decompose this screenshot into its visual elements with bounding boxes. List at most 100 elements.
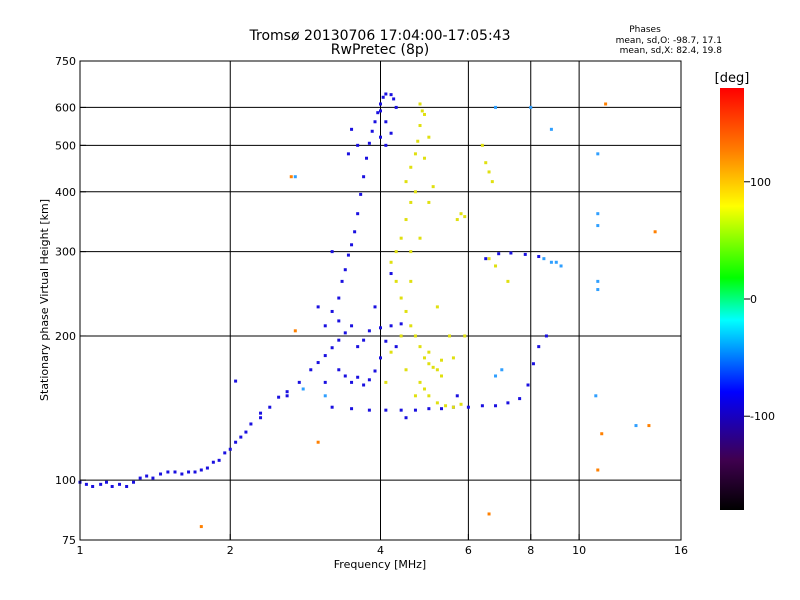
- data-point: [409, 279, 413, 283]
- data-point: [440, 407, 444, 411]
- stats-o-line: mean, sd,O: -98.7, 17.1: [616, 36, 722, 46]
- data-point: [297, 380, 301, 384]
- x-tick-label: 16: [674, 544, 688, 557]
- data-point: [487, 512, 491, 516]
- data-point: [422, 356, 426, 360]
- data-point: [145, 474, 149, 478]
- data-point: [389, 131, 393, 135]
- data-point: [193, 470, 197, 474]
- data-point: [409, 250, 413, 254]
- data-point: [399, 408, 403, 412]
- data-point: [399, 334, 403, 338]
- data-point: [494, 374, 498, 378]
- data-point: [394, 250, 398, 254]
- data-point: [350, 407, 354, 411]
- data-point: [431, 365, 435, 369]
- data-point: [427, 362, 431, 366]
- data-point: [409, 324, 413, 328]
- colorbar-tick-label: -100: [750, 410, 775, 423]
- data-point: [384, 408, 388, 412]
- data-point: [99, 482, 103, 486]
- data-point: [104, 480, 108, 484]
- data-point: [330, 250, 334, 254]
- x-axis-label: Frequency [MHz]: [334, 558, 426, 571]
- data-point: [337, 338, 341, 342]
- data-point: [459, 402, 463, 406]
- data-point: [399, 236, 403, 240]
- data-point: [399, 322, 403, 326]
- chart-title: Tromsø 20130706 17:04:00-17:05:43: [249, 28, 511, 44]
- data-point: [389, 272, 393, 276]
- data-point: [301, 387, 305, 391]
- data-point: [373, 305, 377, 309]
- data-point: [323, 380, 327, 384]
- data-point: [463, 334, 467, 338]
- data-point: [234, 379, 238, 383]
- data-point: [596, 288, 600, 292]
- data-point: [356, 375, 360, 379]
- data-point: [466, 405, 470, 409]
- data-point: [431, 185, 435, 189]
- colorbar: [720, 88, 744, 510]
- data-point: [356, 143, 360, 147]
- data-point: [487, 170, 491, 174]
- data-point: [362, 383, 366, 387]
- data-point: [451, 405, 455, 409]
- data-point: [596, 212, 600, 216]
- data-point: [537, 255, 541, 259]
- y-tick-label: 750: [55, 55, 76, 68]
- data-point: [440, 358, 444, 362]
- data-point: [367, 141, 371, 145]
- data-point: [604, 102, 608, 106]
- data-point: [418, 102, 422, 106]
- data-point: [362, 338, 366, 342]
- data-point: [118, 482, 122, 486]
- data-point: [340, 279, 344, 283]
- data-point: [384, 120, 388, 124]
- data-point: [367, 329, 371, 333]
- data-point: [389, 350, 393, 354]
- data-point: [346, 152, 350, 156]
- data-point: [448, 334, 452, 338]
- data-point: [596, 468, 600, 472]
- data-point: [323, 394, 327, 398]
- data-point: [506, 401, 510, 405]
- data-point: [337, 368, 341, 372]
- data-point: [459, 212, 463, 216]
- data-point: [634, 424, 638, 428]
- data-point: [427, 394, 431, 398]
- x-tick-label: 4: [377, 544, 384, 557]
- data-point: [84, 482, 88, 486]
- data-point: [413, 394, 417, 398]
- data-point: [494, 105, 498, 109]
- data-point: [440, 374, 444, 378]
- data-point: [531, 362, 535, 366]
- data-point: [379, 356, 382, 360]
- colorbar-tick-label: 100: [750, 176, 771, 189]
- data-point: [379, 135, 382, 139]
- data-point: [404, 218, 408, 222]
- data-point: [418, 345, 422, 349]
- data-point: [187, 470, 191, 474]
- data-point: [422, 112, 426, 116]
- data-point: [394, 345, 398, 349]
- data-point: [451, 356, 455, 360]
- data-point: [323, 324, 327, 328]
- data-point: [343, 331, 347, 335]
- data-point: [180, 472, 184, 476]
- data-point: [330, 405, 334, 409]
- data-point: [392, 97, 396, 101]
- data-point: [413, 152, 417, 156]
- colorbar-label: [deg]: [715, 71, 750, 86]
- data-point: [285, 394, 289, 398]
- data-point: [353, 230, 357, 234]
- data-point: [455, 394, 459, 398]
- y-tick-label: 600: [55, 101, 76, 114]
- data-point: [350, 324, 354, 328]
- data-point: [346, 253, 350, 257]
- grid-lines: [80, 61, 681, 540]
- data-point: [234, 440, 238, 444]
- data-point: [404, 180, 408, 184]
- data-point: [343, 374, 347, 378]
